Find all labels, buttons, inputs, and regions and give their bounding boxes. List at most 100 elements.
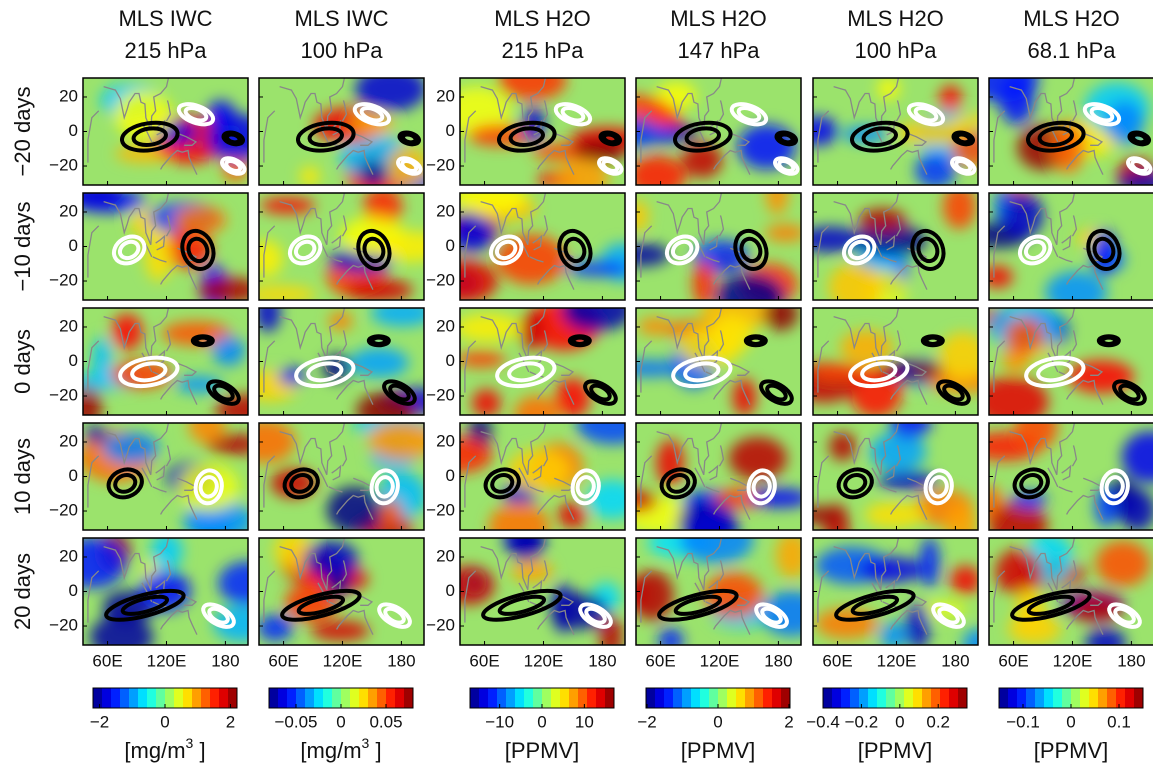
- colorbar-swatch: [913, 688, 923, 708]
- contour: [1023, 239, 1047, 261]
- coastline: [328, 486, 343, 493]
- row-label: 20 days: [10, 553, 35, 630]
- contour: [104, 588, 186, 622]
- x-tick-label: 120E: [700, 651, 740, 670]
- coastline: [890, 609, 928, 635]
- coastline: [141, 352, 153, 373]
- unit-part: ]: [193, 738, 205, 763]
- anomaly: [102, 432, 160, 464]
- coastline: [890, 379, 928, 405]
- colorbar-tick-label: −2: [90, 712, 109, 731]
- coastline: [537, 149, 575, 175]
- colorbar-tick-label: 10: [575, 712, 594, 731]
- coastline: [87, 225, 100, 278]
- field: [636, 193, 801, 300]
- coastline: [331, 464, 342, 481]
- coastline: [518, 467, 530, 488]
- contour: [659, 467, 697, 500]
- anomaly: [877, 78, 900, 101]
- contour: [1107, 602, 1142, 629]
- coastline: [160, 609, 198, 635]
- x-tick-label: 120E: [524, 651, 564, 670]
- coastline: [279, 538, 346, 591]
- anomaly: [349, 347, 409, 378]
- colorbar-swatch: [886, 688, 896, 708]
- contour: [916, 236, 940, 264]
- anomaly: [679, 538, 754, 564]
- coastline: [885, 234, 896, 251]
- anomaly: [829, 432, 857, 461]
- contour: [359, 106, 385, 123]
- coastline: [279, 78, 346, 131]
- colorbar-swatch: [1035, 688, 1045, 708]
- field: [636, 78, 801, 185]
- contour: [666, 473, 691, 494]
- coastline: [160, 149, 198, 175]
- coastline: [833, 308, 900, 361]
- column-title: MLS H2O: [1023, 6, 1120, 31]
- contour: [601, 159, 620, 174]
- colorbar-swatch: [931, 688, 941, 708]
- coastline: [871, 467, 883, 488]
- contour: [1118, 383, 1141, 402]
- column-title: 215 hPa: [125, 38, 208, 63]
- colorbar-swatch: [1089, 688, 1099, 708]
- anomaly: [326, 486, 382, 530]
- colorbar-tick-label: 0: [895, 712, 904, 731]
- y-tick-label: −20: [49, 616, 78, 635]
- row-label: 10 days: [10, 438, 35, 515]
- anomalies: [460, 423, 625, 530]
- colorbar-swatch: [201, 688, 211, 708]
- colorbar-swatch: [605, 688, 615, 708]
- contour: [931, 602, 966, 629]
- contour: [1092, 236, 1116, 264]
- coastline: [694, 352, 706, 373]
- contour: [508, 126, 545, 148]
- coastline: [1066, 379, 1104, 405]
- coastline: [718, 330, 725, 352]
- anomaly: [83, 426, 109, 443]
- colorbar-tick-label: 0: [713, 712, 722, 731]
- anomaly: [144, 231, 173, 282]
- anomaly: [311, 620, 370, 641]
- colorbar-swatch: [1071, 688, 1081, 708]
- colorbar-swatch: [497, 688, 507, 708]
- anomaly: [1085, 628, 1127, 645]
- contour: [497, 594, 547, 616]
- coastline: [464, 455, 477, 508]
- colorbar-swatch: [1026, 688, 1036, 708]
- anomaly: [259, 240, 283, 278]
- field: [83, 308, 248, 415]
- contour: [1019, 473, 1044, 494]
- anomaly: [1121, 431, 1153, 483]
- anomaly: [813, 506, 841, 525]
- colorbar-swatch: [682, 688, 692, 708]
- colorbar-tick-label: −2: [637, 712, 656, 731]
- unit-part: ]: [369, 738, 381, 763]
- anomaly: [939, 332, 978, 382]
- contour: [597, 156, 624, 176]
- contour: [1112, 379, 1147, 406]
- colorbar-unit: [PPMV]: [505, 738, 580, 763]
- y-tick-label: 0: [446, 236, 455, 255]
- y-tick-label: 0: [69, 351, 78, 370]
- anomaly: [197, 277, 248, 300]
- contour: [307, 126, 344, 148]
- contour: [396, 156, 423, 176]
- coastline: [529, 486, 544, 493]
- coastline: [341, 560, 348, 582]
- coastline: [336, 149, 374, 175]
- contour: [198, 475, 219, 499]
- coastline: [103, 193, 170, 246]
- anomaly: [460, 259, 498, 300]
- contour: [306, 361, 344, 383]
- contour: [400, 159, 419, 174]
- coastline: [263, 225, 276, 278]
- contour: [923, 468, 954, 506]
- anomaly: [945, 502, 978, 530]
- x-tick-label: 120E: [1053, 651, 1093, 670]
- contour: [602, 132, 619, 145]
- y-tick-label: 0: [446, 351, 455, 370]
- coastline: [279, 423, 346, 476]
